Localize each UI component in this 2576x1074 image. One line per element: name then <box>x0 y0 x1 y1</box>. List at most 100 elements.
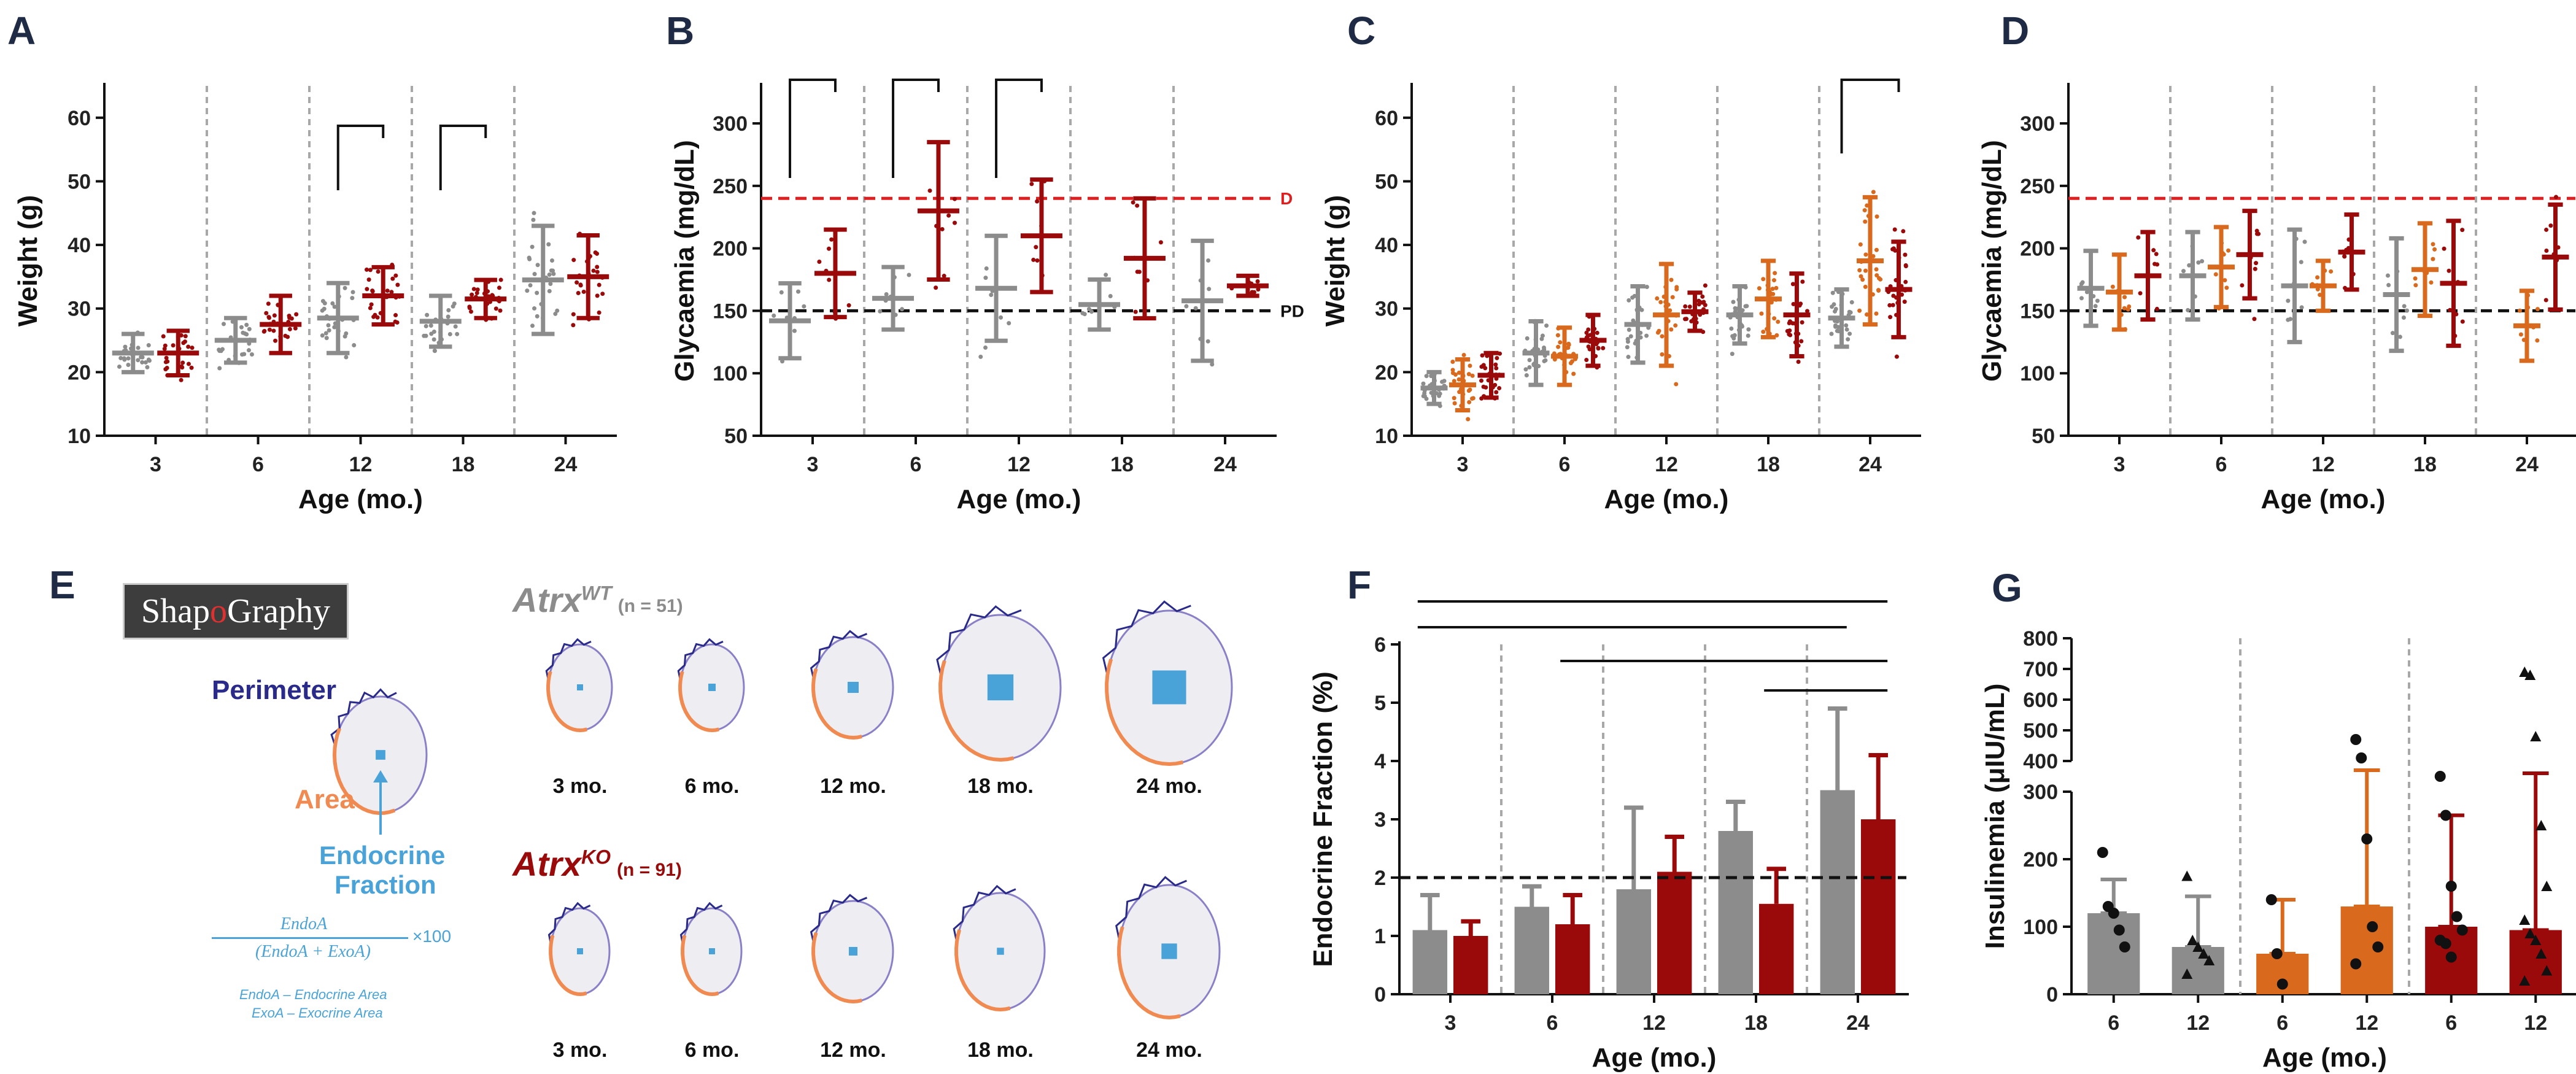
panel-b-ytick-label: 100 <box>713 362 748 385</box>
panel-c-data-point <box>1456 377 1461 382</box>
panel-b-data-point <box>884 292 889 296</box>
panel-a-data-point <box>186 344 191 349</box>
panel-b-data-point <box>1255 279 1260 284</box>
panel-f-y-axis-label: Endocrine Fraction (%) <box>1308 671 1338 967</box>
panel-c-data-point <box>1674 382 1679 387</box>
panel-f-xtick-label: 18 <box>1744 1011 1768 1035</box>
panel-c-data-point <box>1566 346 1571 350</box>
panel-a-data-point <box>324 336 329 341</box>
panel-b-data-point <box>989 293 994 298</box>
panel-a-data-point <box>162 346 167 351</box>
panel-d-data-point <box>2318 292 2323 297</box>
panel-c-data-point <box>1543 358 1548 363</box>
islet-diagrams <box>330 600 1233 1020</box>
panel-d-ytick-label: 100 <box>2020 362 2055 385</box>
panel-a-data-point <box>525 288 530 293</box>
panel-g-data-point <box>2434 771 2446 782</box>
panel-a-data-point <box>474 290 479 295</box>
panel-c-data-point <box>1849 300 1854 305</box>
panel-b-data-point <box>934 285 938 290</box>
panel-d-data-point <box>2186 307 2191 312</box>
panel-a-data-point <box>247 326 252 331</box>
panel-c-data-point <box>1893 248 1898 253</box>
panel-c-data-point <box>1527 358 1532 363</box>
panel-a-data-point <box>535 263 540 268</box>
panel-g-data-point <box>2530 731 2542 741</box>
panel-c-data-point <box>1862 208 1867 213</box>
panel-a-data-point <box>330 301 335 306</box>
panel-a-data-point <box>287 314 292 319</box>
panel-g-data-point <box>2519 975 2531 986</box>
panel-c-data-point <box>1846 337 1851 342</box>
panel-c-data-point <box>1674 285 1679 290</box>
panel-a-data-point <box>531 217 536 222</box>
panel-d-data-point <box>2517 308 2522 313</box>
panel-f-xtick-label: 6 <box>1547 1011 1558 1035</box>
panel-g-ytick-label: 700 <box>2023 658 2058 681</box>
panel-a-data-point <box>323 331 328 336</box>
panel-d-data-point <box>2093 304 2098 309</box>
panel-a-data-point <box>550 258 555 263</box>
panel-a-data-point <box>532 306 537 311</box>
panel-c-data-point <box>1687 304 1692 309</box>
panel-c-data-point <box>1558 340 1563 345</box>
panel-b-y-axis-label: Glycaemia (mg/dL) <box>670 140 700 382</box>
panel-b-data-point <box>1133 309 1138 314</box>
panel-g-data-point <box>2535 948 2547 959</box>
panel-d-xtick-label: 18 <box>2413 453 2437 476</box>
area-label: Area <box>295 784 355 814</box>
panel-a-data-point <box>471 287 476 292</box>
exocrine-arc <box>332 727 396 815</box>
perimeter-icon <box>679 902 723 945</box>
panel-c-data-point <box>1771 278 1776 283</box>
exocrine-arc <box>1105 659 1183 767</box>
panel-c-data-point <box>1422 391 1427 396</box>
panel-f-xtick-label: 3 <box>1445 1011 1456 1035</box>
panel-c-data-point <box>1757 286 1762 291</box>
panel-c-data-point <box>1497 385 1502 390</box>
panel-c-data-point <box>1800 279 1805 284</box>
panel-c-data-point <box>1480 353 1485 358</box>
panel-b: 50 100 150 200 250 300 3 6 12 18 24 Age (mo.) Glycae… <box>670 79 1304 514</box>
panel-a-data-point <box>467 304 472 309</box>
panel-c-data-point <box>1625 337 1630 342</box>
panel-a-data-point <box>352 343 357 348</box>
panel-g-ytick-label: 600 <box>2023 689 2058 712</box>
perimeter-icon <box>936 605 1022 676</box>
panel-a-ytick-label: 60 <box>68 107 91 130</box>
islet-ko-3 <box>953 884 1046 1012</box>
panel-a-data-point <box>146 343 151 348</box>
panel-c-data-point <box>1584 357 1589 362</box>
panel-f-ytick-label: 1 <box>1374 925 1386 948</box>
panel-b-data-point <box>796 289 801 294</box>
panel-b-data-point <box>827 246 832 251</box>
panel-c-data-point <box>1493 362 1498 367</box>
formula-numerator: EndoA <box>280 914 328 933</box>
panel-g-xtick-label: 6 <box>2108 1011 2119 1035</box>
panel-b-data-point <box>983 345 988 350</box>
panel-c-data-point <box>1457 390 1462 395</box>
panel-d-ytick-label: 300 <box>2020 112 2055 136</box>
panel-c-data-point <box>1787 332 1792 337</box>
panel-d-data-point <box>2429 280 2434 285</box>
panel-b-data-point <box>802 304 806 309</box>
panel-b-data-point <box>1158 240 1163 245</box>
panel-b-data-point <box>927 188 932 193</box>
panel-a-data-point <box>547 272 552 277</box>
panel-d-data-point <box>2397 334 2402 339</box>
panel-c-data-point <box>1450 360 1455 365</box>
panel-d-data-point <box>2213 272 2218 277</box>
panel-g-ytick-label: 100 <box>2023 916 2058 939</box>
panel-a-data-point <box>139 355 144 360</box>
panel-a-data-point <box>126 362 131 367</box>
panel-c-data-point <box>1586 327 1591 332</box>
panel-d-x-axis-label: Age (mo.) <box>2261 484 2386 514</box>
panel-g-data-point <box>2519 666 2531 677</box>
panel-g-data-point <box>2530 935 2542 945</box>
panel-a-data-point <box>393 273 398 278</box>
panel-c-data-point <box>1859 274 1863 279</box>
panel-c-data-point <box>1863 219 1868 224</box>
panel-f-bar <box>1514 906 1550 994</box>
panel-g-data-point <box>2535 820 2547 830</box>
